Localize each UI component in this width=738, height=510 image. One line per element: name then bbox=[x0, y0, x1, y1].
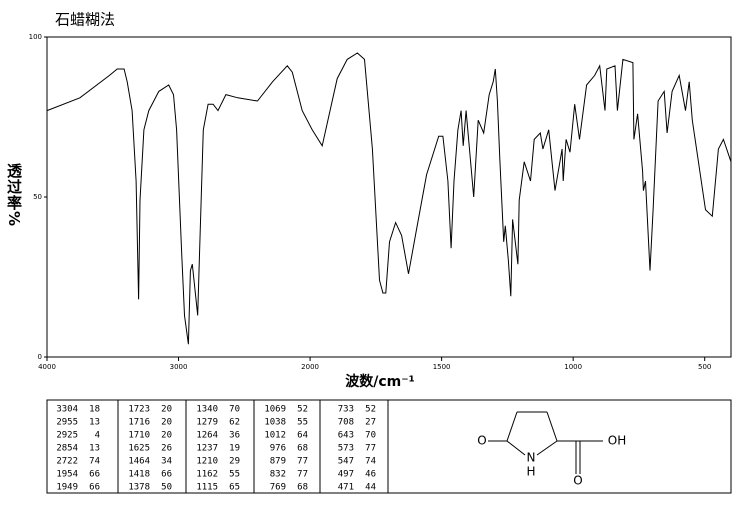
peak-wavenumber: 471 bbox=[338, 483, 354, 493]
peak-wavenumber: 1625 bbox=[128, 444, 150, 454]
peak-transmittance: 20 bbox=[161, 405, 172, 415]
peak-wavenumber: 1716 bbox=[128, 418, 150, 428]
peak-wavenumber: 1162 bbox=[196, 470, 218, 480]
structure-bonds bbox=[488, 411, 603, 474]
peak-transmittance: 55 bbox=[297, 418, 308, 428]
x-tick-label: 2000 bbox=[301, 363, 319, 371]
peak-wavenumber: 3304 bbox=[56, 405, 78, 415]
chart-title: 石蜡糊法 bbox=[55, 11, 115, 29]
peak-transmittance: 77 bbox=[365, 444, 376, 454]
atom-label: OH bbox=[608, 434, 626, 448]
peak-transmittance: 62 bbox=[229, 418, 240, 428]
peak-transmittance: 44 bbox=[365, 483, 376, 493]
peak-wavenumber: 708 bbox=[338, 418, 354, 428]
x-tick-label: 4000 bbox=[38, 363, 56, 371]
peak-wavenumber: 832 bbox=[270, 470, 286, 480]
peak-wavenumber: 1418 bbox=[128, 470, 150, 480]
peak-transmittance: 68 bbox=[297, 444, 308, 454]
y-axis-label: 透过率% bbox=[5, 163, 23, 228]
peak-wavenumber: 1340 bbox=[196, 405, 218, 415]
peak-transmittance: 13 bbox=[89, 444, 100, 454]
peak-transmittance: 19 bbox=[229, 444, 240, 454]
peak-wavenumber: 1279 bbox=[196, 418, 218, 428]
peak-transmittance: 50 bbox=[161, 483, 172, 493]
peak-transmittance: 20 bbox=[161, 431, 172, 441]
peak-transmittance: 52 bbox=[365, 405, 376, 415]
peak-wavenumber: 1949 bbox=[56, 483, 78, 493]
peak-wavenumber: 976 bbox=[270, 444, 286, 454]
peak-transmittance: 34 bbox=[161, 457, 172, 467]
peak-transmittance: 36 bbox=[229, 431, 240, 441]
x-tick-label: 1500 bbox=[433, 363, 451, 371]
peak-transmittance: 77 bbox=[297, 470, 308, 480]
peak-wavenumber: 2854 bbox=[56, 444, 78, 454]
peak-wavenumber: 1115 bbox=[196, 483, 218, 493]
peak-wavenumber: 1378 bbox=[128, 483, 150, 493]
peak-wavenumber: 1464 bbox=[128, 457, 150, 467]
x-tick-label: 1000 bbox=[564, 363, 582, 371]
peak-transmittance: 20 bbox=[161, 418, 172, 428]
peak-wavenumber: 1723 bbox=[128, 405, 150, 415]
peak-transmittance: 74 bbox=[89, 457, 100, 467]
peak-wavenumber: 2925 bbox=[56, 431, 78, 441]
atom-label: O bbox=[477, 434, 486, 448]
peak-wavenumber: 1264 bbox=[196, 431, 218, 441]
peak-wavenumber: 2722 bbox=[56, 457, 78, 467]
peak-wavenumber: 1237 bbox=[196, 444, 218, 454]
peak-transmittance: 66 bbox=[89, 483, 100, 493]
peak-wavenumber: 879 bbox=[270, 457, 286, 467]
peak-wavenumber: 573 bbox=[338, 444, 354, 454]
peak-wavenumber: 1710 bbox=[128, 431, 150, 441]
peak-transmittance: 18 bbox=[89, 405, 100, 415]
peak-transmittance: 4 bbox=[95, 431, 100, 441]
peak-transmittance: 70 bbox=[365, 431, 376, 441]
plot-frame bbox=[46, 36, 732, 358]
peak-transmittance: 64 bbox=[297, 431, 308, 441]
peak-transmittance: 26 bbox=[161, 444, 172, 454]
peak-wavenumber: 1038 bbox=[264, 418, 286, 428]
peak-wavenumber: 497 bbox=[338, 470, 354, 480]
x-tick-label: 3000 bbox=[170, 363, 188, 371]
peak-wavenumber: 733 bbox=[338, 405, 354, 415]
peak-transmittance: 55 bbox=[229, 470, 240, 480]
peak-transmittance: 52 bbox=[297, 405, 308, 415]
peak-transmittance: 77 bbox=[297, 457, 308, 467]
peak-transmittance: 66 bbox=[161, 470, 172, 480]
peak-transmittance: 70 bbox=[229, 405, 240, 415]
peak-wavenumber: 2955 bbox=[56, 418, 78, 428]
peak-transmittance: 65 bbox=[229, 483, 240, 493]
peak-wavenumber: 1012 bbox=[264, 431, 286, 441]
peak-wavenumber: 643 bbox=[338, 431, 354, 441]
peak-wavenumber: 769 bbox=[270, 483, 286, 493]
spectrum-line bbox=[46, 52, 732, 345]
peak-wavenumber: 547 bbox=[338, 457, 354, 467]
x-tick-label: 500 bbox=[698, 363, 711, 371]
atom-label: H bbox=[526, 465, 535, 479]
y-tick-label: 0 bbox=[38, 353, 42, 361]
table-frame bbox=[46, 399, 732, 494]
y-tick-label: 50 bbox=[33, 193, 42, 201]
peak-transmittance: 66 bbox=[89, 470, 100, 480]
peak-transmittance: 13 bbox=[89, 418, 100, 428]
peak-wavenumber: 1954 bbox=[56, 470, 78, 480]
atom-label: O bbox=[573, 474, 582, 488]
y-tick-label: 100 bbox=[29, 33, 42, 41]
peak-transmittance: 74 bbox=[365, 457, 376, 467]
atom-label: N bbox=[527, 451, 536, 465]
peak-transmittance: 68 bbox=[297, 483, 308, 493]
peak-transmittance: 46 bbox=[365, 470, 376, 480]
x-axis-label: 波数/cm⁻¹ bbox=[345, 373, 415, 390]
peak-wavenumber: 1069 bbox=[264, 405, 286, 415]
peak-transmittance: 29 bbox=[229, 457, 240, 467]
peak-wavenumber: 1210 bbox=[196, 457, 218, 467]
peak-transmittance: 27 bbox=[365, 418, 376, 428]
